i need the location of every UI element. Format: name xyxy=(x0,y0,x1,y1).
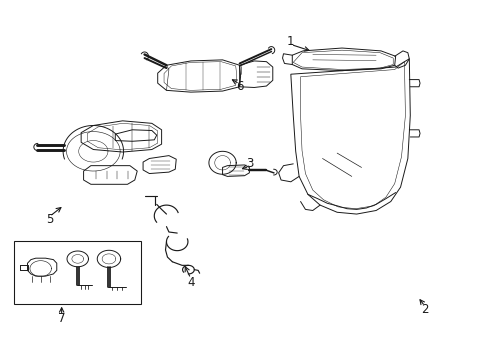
Text: 1: 1 xyxy=(286,35,294,49)
Text: 3: 3 xyxy=(245,157,253,170)
Bar xyxy=(14,241,141,304)
Text: 7: 7 xyxy=(58,311,65,325)
Text: 5: 5 xyxy=(46,213,53,226)
Text: 2: 2 xyxy=(420,303,428,316)
Text: 6: 6 xyxy=(235,80,243,93)
Text: 4: 4 xyxy=(187,276,194,289)
